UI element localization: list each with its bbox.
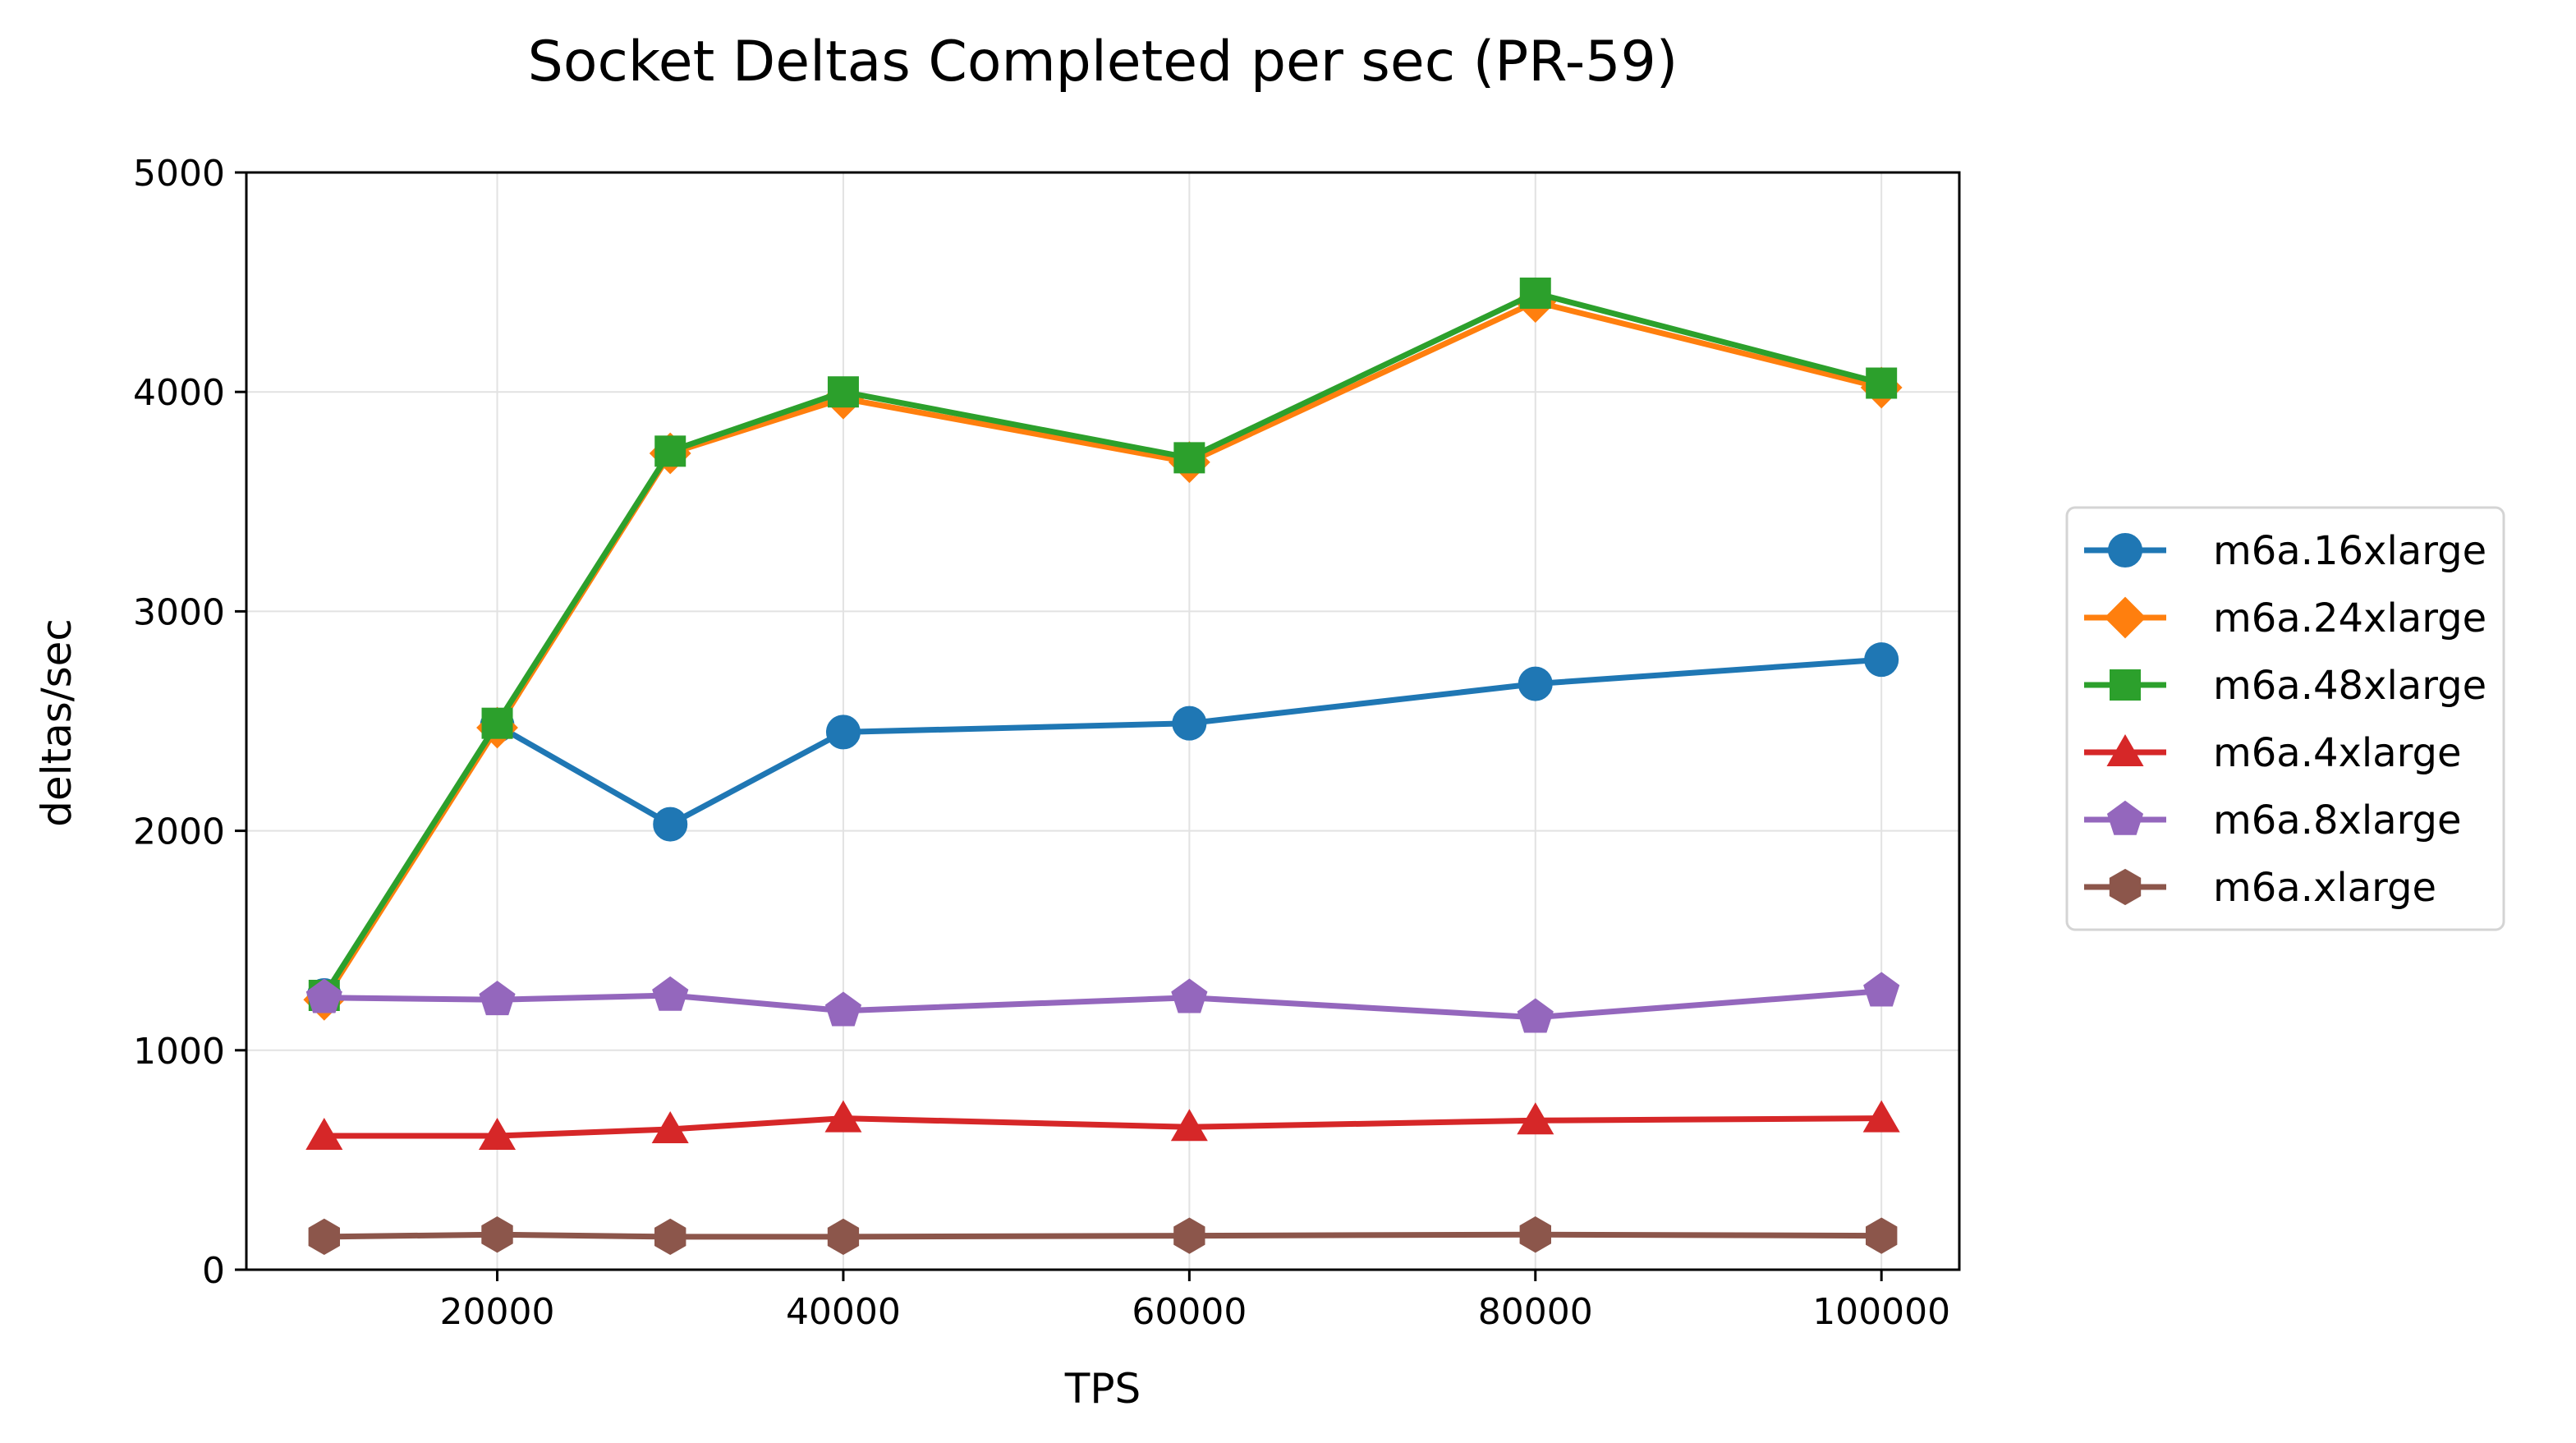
- data-point-m6a.xlarge: [308, 1218, 340, 1256]
- data-point-m6a.16xlarge: [1172, 705, 1207, 741]
- x-tick-label: 40000: [786, 1291, 901, 1333]
- x-tick-label: 100000: [1812, 1291, 1950, 1333]
- data-point-m6a.8xlarge: [479, 981, 516, 1016]
- data-point-m6a.8xlarge: [1863, 972, 1900, 1007]
- y-tick-label: 3000: [133, 591, 225, 633]
- y-tick-label: 1000: [133, 1031, 225, 1073]
- y-tick-label: 2000: [133, 811, 225, 853]
- legend-marker: [2104, 596, 2147, 639]
- legend-label: m6a.48xlarge: [2213, 663, 2486, 709]
- series-group: [303, 277, 1903, 1256]
- series-m6a.4xlarge: [305, 1100, 1900, 1150]
- data-point-m6a.8xlarge: [652, 976, 689, 1011]
- series-m6a.xlarge: [308, 1216, 1898, 1256]
- x-tick-label: 20000: [440, 1291, 555, 1333]
- data-point-m6a.8xlarge: [1171, 978, 1208, 1013]
- data-point-m6a.4xlarge: [1862, 1100, 1900, 1133]
- data-point-m6a.4xlarge: [305, 1118, 343, 1150]
- legend-marker: [2106, 734, 2144, 766]
- data-point-m6a.16xlarge: [825, 715, 861, 750]
- axis-ticks: 20000 40000 60000 80000 100000 0 1000 2000 3000 4…: [133, 153, 1950, 1333]
- data-point-m6a.xlarge: [481, 1216, 513, 1253]
- legend-marker: [2108, 533, 2142, 568]
- data-point-m6a.xlarge: [1173, 1217, 1205, 1254]
- data-point-m6a.16xlarge: [653, 807, 688, 842]
- data-point-m6a.48xlarge: [654, 435, 686, 467]
- data-point-m6a.48xlarge: [1866, 367, 1898, 399]
- data-point-m6a.4xlarge: [1170, 1109, 1208, 1142]
- legend-box: [2065, 506, 2505, 931]
- data-point-m6a.48xlarge: [827, 376, 859, 408]
- data-point-m6a.48xlarge: [1519, 277, 1551, 309]
- chart-title: Socket Deltas Completed per sec (PR-59): [528, 30, 1678, 94]
- data-point-m6a.8xlarge: [305, 978, 342, 1013]
- data-point-m6a.4xlarge: [1517, 1102, 1554, 1135]
- x-axis-label: TPS: [1064, 1365, 1141, 1413]
- y-tick-label: 0: [202, 1250, 225, 1292]
- legend-item: m6a.xlarge: [2084, 865, 2436, 911]
- x-tick-label: 60000: [1132, 1291, 1247, 1333]
- legend-marker: [2106, 800, 2144, 835]
- legend: m6a.16xlarge m6a.24xlarge m6a.48xlarge m6a.…: [2065, 506, 2505, 931]
- x-tick-label: 80000: [1478, 1291, 1593, 1333]
- data-point-m6a.4xlarge: [651, 1111, 689, 1143]
- plot-frame: [245, 171, 1961, 1271]
- legend-label: m6a.xlarge: [2213, 865, 2436, 911]
- data-point-m6a.4xlarge: [824, 1100, 862, 1133]
- legend-item: m6a.16xlarge: [2084, 528, 2486, 574]
- legend-item: m6a.8xlarge: [2084, 797, 2462, 843]
- legend-item: m6a.48xlarge: [2084, 663, 2486, 709]
- legend-label: m6a.24xlarge: [2213, 595, 2486, 641]
- y-tick-label: 5000: [133, 153, 225, 195]
- data-point-m6a.16xlarge: [1518, 666, 1553, 701]
- data-point-m6a.48xlarge: [1173, 442, 1205, 474]
- legend-label: m6a.4xlarge: [2213, 730, 2462, 776]
- series-m6a.8xlarge: [305, 972, 1900, 1033]
- legend-label: m6a.16xlarge: [2213, 528, 2486, 574]
- data-point-m6a.16xlarge: [1864, 642, 1899, 678]
- y-tick-label: 4000: [133, 372, 225, 414]
- legend-marker: [2110, 669, 2141, 701]
- legend-marker: [2109, 868, 2142, 906]
- data-point-m6a.xlarge: [1519, 1216, 1551, 1253]
- data-point-m6a.8xlarge: [1517, 998, 1554, 1033]
- legend-item: m6a.4xlarge: [2084, 730, 2462, 776]
- legend-item: m6a.24xlarge: [2084, 595, 2486, 641]
- data-point-m6a.8xlarge: [824, 991, 862, 1027]
- data-point-m6a.xlarge: [827, 1218, 860, 1256]
- series-line-m6a.xlarge: [321, 1231, 1885, 1240]
- data-point-m6a.xlarge: [654, 1218, 686, 1256]
- data-point-m6a.48xlarge: [481, 707, 513, 739]
- data-point-m6a.xlarge: [1866, 1217, 1898, 1254]
- data-point-m6a.4xlarge: [478, 1118, 517, 1150]
- y-axis-label: deltas/sec: [33, 618, 80, 827]
- legend-label: m6a.8xlarge: [2213, 797, 2462, 843]
